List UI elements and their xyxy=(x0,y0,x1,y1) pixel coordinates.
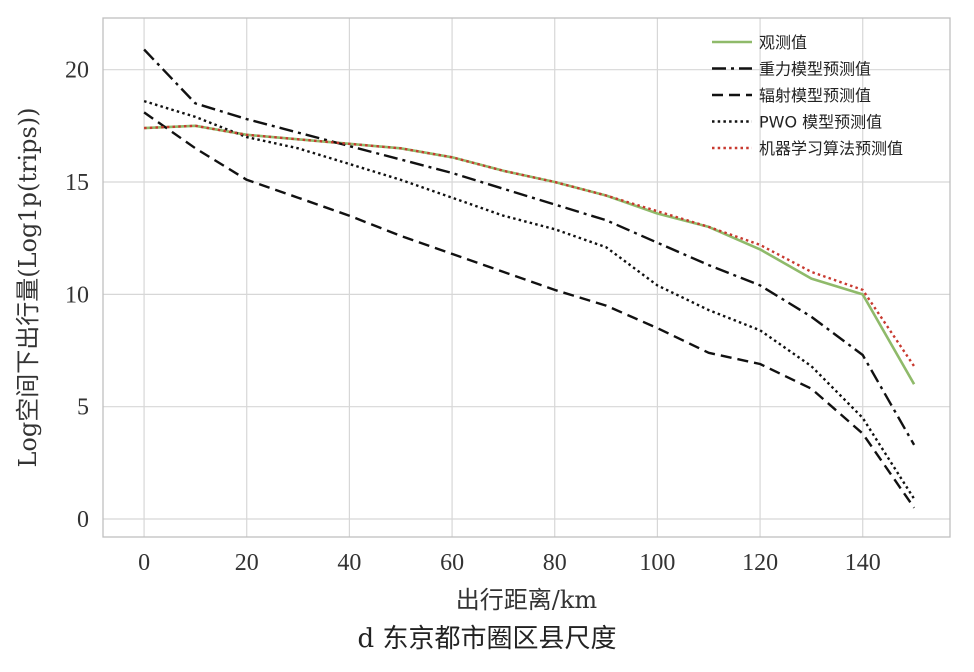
legend-label-1: 重力模型预测值 xyxy=(759,60,871,79)
y-tick-labels: 0 5 10 15 20 xyxy=(65,58,89,533)
legend-label-0: 观测值 xyxy=(759,33,807,52)
x-tick-label: 40 xyxy=(337,550,361,576)
figure-caption: d 东京都市圈区县尺度 xyxy=(357,624,617,654)
legend-label-2: 辐射模型预测值 xyxy=(759,86,871,105)
grid xyxy=(103,18,950,537)
y-tick-label: 0 xyxy=(77,507,89,533)
x-tick-label: 120 xyxy=(742,550,778,576)
legend-label-3: PWO 模型预测值 xyxy=(759,113,882,132)
series-line-2 xyxy=(143,111,916,509)
x-axis-label: 出行距离/km xyxy=(456,586,598,612)
series-line-4 xyxy=(144,124,916,367)
y-axis-label: Log空间下出行量(Log1p(trips)) xyxy=(14,107,42,467)
x-tick-label: 80 xyxy=(543,550,567,576)
y-tick-label: 5 xyxy=(77,395,89,421)
line-chart: 0 20 40 60 80 100 120 140 0 5 10 15 20 出行距离/km Log空… xyxy=(14,17,951,612)
series-line-1 xyxy=(143,48,916,446)
x-tick-label: 100 xyxy=(639,550,675,576)
x-tick-label: 20 xyxy=(235,550,259,576)
series-group xyxy=(143,48,916,509)
x-tick-label: 0 xyxy=(138,550,150,576)
legend-label-4: 机器学习算法预测值 xyxy=(759,139,903,158)
series-line-3 xyxy=(143,99,916,500)
x-tick-label: 140 xyxy=(845,550,881,576)
y-tick-label: 10 xyxy=(65,282,89,308)
x-tick-label: 60 xyxy=(440,550,464,576)
y-tick-label: 15 xyxy=(65,170,89,196)
y-tick-label: 20 xyxy=(65,58,89,84)
x-tick-labels: 0 20 40 60 80 100 120 140 xyxy=(138,550,881,576)
plot-frame xyxy=(102,17,951,538)
series-line-0 xyxy=(144,124,916,385)
